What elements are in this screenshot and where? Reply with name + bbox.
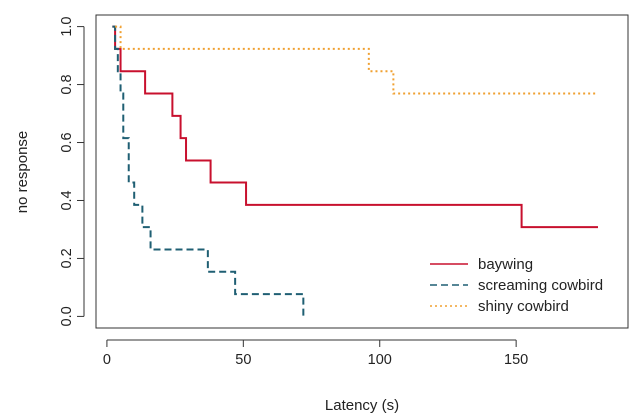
y-tick-label: 0.8: [59, 74, 75, 94]
y-tick-label: 0.0: [59, 306, 75, 326]
x-axis-title: Latency (s): [325, 397, 399, 414]
x-axis: 0 50 100 150: [103, 339, 528, 368]
y-axis-title: no response: [14, 131, 31, 214]
x-tick-label: 0: [103, 352, 111, 368]
legend-label: screaming cowbird: [478, 277, 603, 294]
plot-frame: [95, 14, 629, 329]
series-line-3: [115, 25, 598, 95]
series-line-2: [112, 25, 305, 317]
legend: baywing screaming cowbird shiny cowbird: [430, 256, 603, 315]
y-axis: 0.0 0.2 0.4 0.6 0.8 1.0: [59, 17, 85, 326]
x-tick-label: 50: [235, 352, 251, 368]
series-line-1: [112, 25, 598, 229]
legend-label: baywing: [478, 256, 533, 273]
x-tick-label: 100: [368, 352, 392, 368]
y-tick-label: 0.4: [59, 190, 75, 210]
y-tick-label: 0.6: [59, 132, 75, 152]
x-tick-label: 150: [504, 352, 528, 368]
y-tick-label: 0.2: [59, 248, 75, 268]
series-layer: [112, 25, 598, 317]
y-tick-label: 1.0: [59, 17, 75, 37]
legend-label: shiny cowbird: [478, 298, 569, 315]
